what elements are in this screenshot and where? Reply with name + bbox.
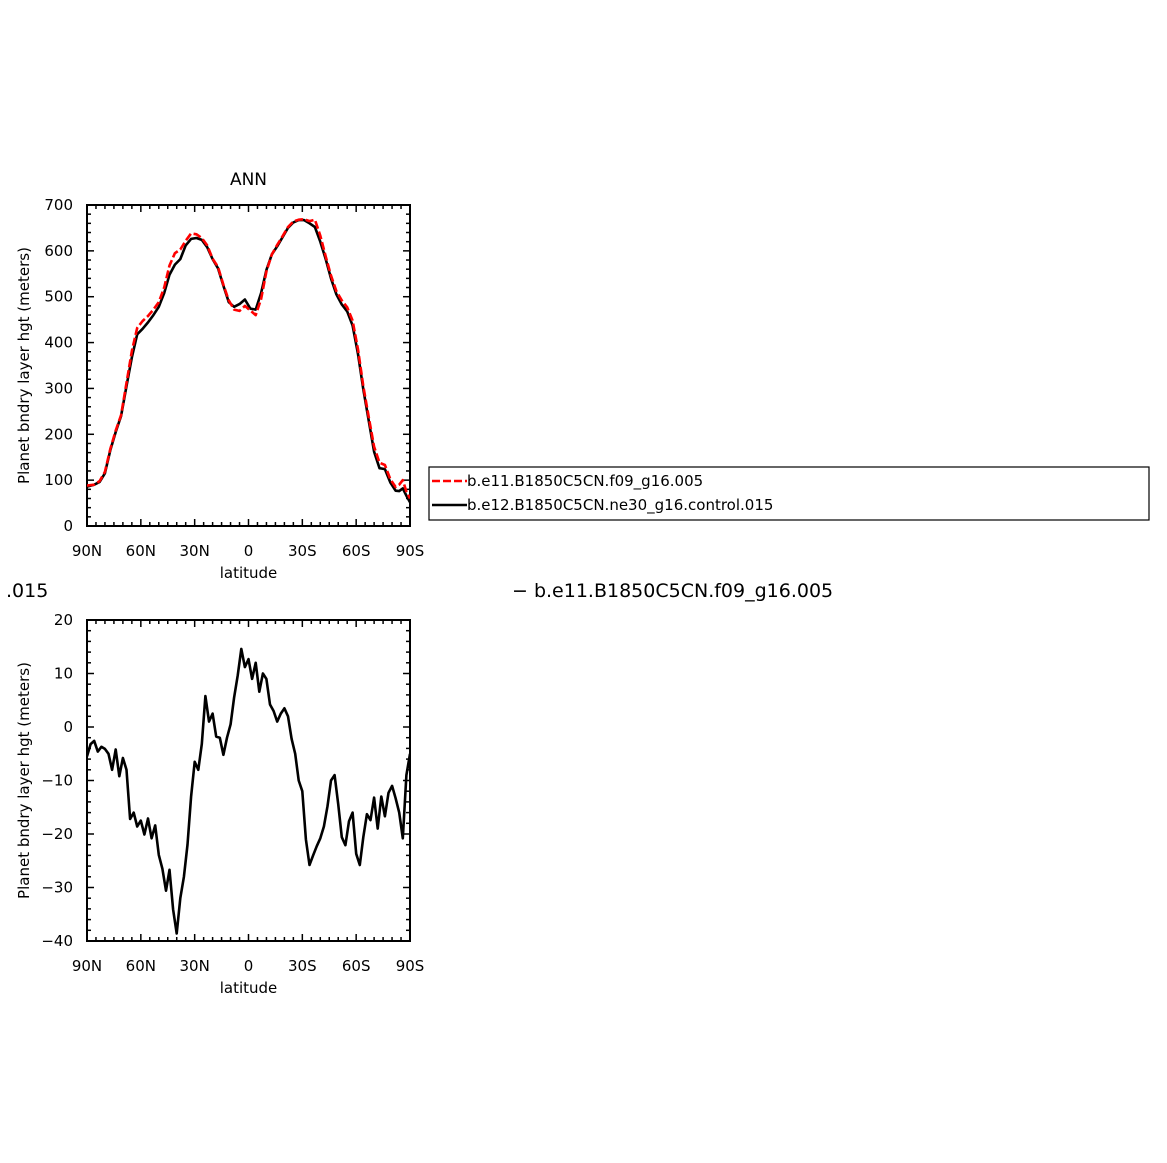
plot-frame xyxy=(86,204,411,527)
legend-entry-label: b.e11.B1850C5CN.f09_g16.005 xyxy=(467,472,703,491)
y-tick-label: −30 xyxy=(41,879,73,897)
series-line xyxy=(87,218,410,503)
y-tick-label: 700 xyxy=(44,196,73,214)
series-line xyxy=(87,217,410,500)
x-axis-title: latitude xyxy=(220,564,278,582)
y-tick-label: −40 xyxy=(41,932,73,950)
series-line xyxy=(87,647,410,935)
clipped-left-label: .015 xyxy=(6,580,48,602)
x-tick-label: 90N xyxy=(72,542,102,560)
y-tick-label: 200 xyxy=(44,425,73,443)
x-tick-label: 60N xyxy=(126,957,156,975)
top-panel: 90N 60N 30N 0 30S 60S 90S 0 100 200 300 400 500 600 70… xyxy=(15,170,424,582)
x-tick-label: 60S xyxy=(342,957,371,975)
y-tick-label: 300 xyxy=(44,379,73,397)
y-tick-label: 0 xyxy=(63,718,73,736)
y-tick-label: 20 xyxy=(54,611,73,629)
bottom-panel: 90N 60N 30N 0 30S 60S 90S −40 −30 −20 −10 0 10 20 lati… xyxy=(15,611,424,997)
clipped-right-legend-label: − b.e11.B1850C5CN.f09_g16.005 xyxy=(512,580,833,602)
x-tick-label: 60N xyxy=(126,542,156,560)
chart-title: ANN xyxy=(230,170,267,190)
y-tick-label: 0 xyxy=(63,517,73,535)
x-axis-title: latitude xyxy=(220,979,278,997)
y-tick-label: 100 xyxy=(44,471,73,489)
y-axis-title: Planet bndry layer hgt (meters) xyxy=(15,662,33,899)
x-tick-label: 90S xyxy=(396,542,425,560)
legend-entry-label: b.e12.B1850C5CN.ne30_g16.control.015 xyxy=(467,496,773,515)
y-tick-label: −10 xyxy=(41,772,73,790)
x-tick-label: 30N xyxy=(180,542,210,560)
x-tick-label: 90N xyxy=(72,957,102,975)
y-tick-label: −20 xyxy=(41,825,73,843)
y-tick-label: 400 xyxy=(44,334,73,352)
legend: b.e11.B1850C5CN.f09_g16.005 b.e12.B1850C5… xyxy=(428,466,1150,521)
x-tick-label: 90S xyxy=(396,957,425,975)
y-axis-title: Planet bndry layer hgt (meters) xyxy=(15,247,33,484)
x-tick-label: 30S xyxy=(288,542,317,560)
x-tick-label: 30N xyxy=(180,957,210,975)
y-tick-label: 500 xyxy=(44,288,73,306)
x-tick-label: 0 xyxy=(244,957,254,975)
y-tick-label: 600 xyxy=(44,242,73,260)
plot-frame xyxy=(86,619,411,942)
x-tick-label: 30S xyxy=(288,957,317,975)
x-tick-label: 0 xyxy=(244,542,254,560)
y-tick-label: 10 xyxy=(54,665,73,683)
legend-box xyxy=(428,466,1150,521)
x-tick-label: 60S xyxy=(342,542,371,560)
